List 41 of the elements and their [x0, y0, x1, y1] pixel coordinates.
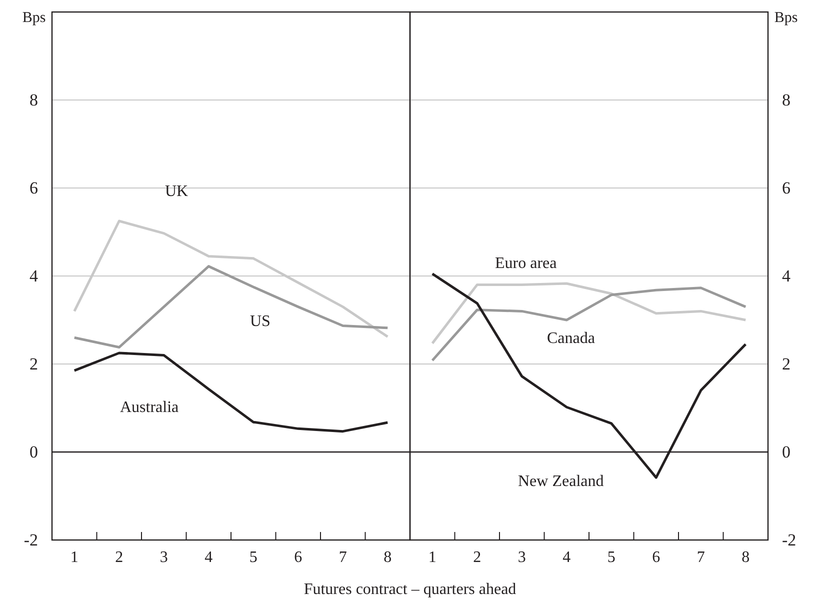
line-series	[431, 286, 747, 362]
x-tick-label: 4	[204, 549, 213, 566]
x-tick-label: 7	[696, 549, 705, 566]
line-series	[73, 352, 389, 433]
series-label: Australia	[120, 399, 179, 416]
x-tick-label: 1	[428, 549, 436, 566]
x-tick-label: 6	[652, 549, 660, 566]
y-tick-label: 6	[30, 178, 38, 198]
x-tick-label: 1	[70, 549, 78, 566]
y-tick-label: 8	[782, 90, 790, 110]
y-tick-label: 4	[782, 266, 791, 286]
x-tick-label: 6	[294, 549, 302, 566]
y-tick-label: 8	[30, 90, 38, 110]
x-tick-label: 2	[473, 549, 482, 566]
y-axis-title: Bps	[774, 10, 798, 26]
y-tick-label: 4	[30, 266, 38, 286]
y-tick-label: 0	[782, 442, 790, 462]
y-tick-label: 6	[782, 178, 790, 198]
series-label: Canada	[547, 330, 595, 347]
x-tick-label: 3	[518, 549, 526, 566]
x-tick-label: 8	[742, 549, 750, 566]
line-series	[431, 282, 747, 345]
x-tick-label: 8	[384, 549, 392, 566]
text: UK	[165, 183, 189, 200]
y-tick-label: -2	[24, 530, 38, 550]
x-axis-title: Futures contract – quarters ahead	[304, 581, 516, 598]
x-tick-label: 2	[115, 549, 124, 566]
line-series	[73, 265, 389, 349]
y-tick-label: 0	[30, 442, 38, 462]
x-tick-label: 5	[249, 549, 258, 566]
x-tick-label: 4	[562, 549, 571, 566]
x-tick-label: 7	[338, 549, 347, 566]
series-label: Euro area	[495, 255, 557, 272]
series-label: US	[250, 313, 270, 330]
text: New Zealand	[518, 473, 604, 490]
x-tick-label: 3	[160, 549, 168, 566]
y-tick-label: -2	[782, 530, 796, 550]
y-tick-label: 2	[782, 354, 790, 374]
x-tick-label: 5	[607, 549, 616, 566]
y-axis-title: Bps	[22, 10, 46, 26]
y-tick-label: 2	[30, 354, 38, 374]
